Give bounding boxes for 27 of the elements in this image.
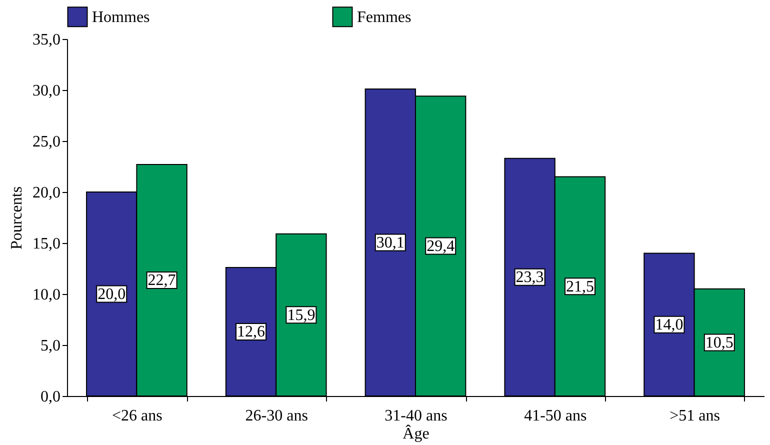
data-label: 12,6: [237, 324, 266, 341]
y-tick-label: 15,0: [32, 236, 60, 252]
data-label: 15,9: [287, 306, 316, 324]
data-label: 30,1: [376, 234, 404, 252]
y-tick-label: 30,0: [32, 82, 60, 100]
y-tick-label: 10,0: [32, 286, 60, 304]
x-tick-label: <26 ans: [112, 408, 162, 424]
data-label: 10,5: [705, 334, 734, 352]
y-tick-label: 20,0: [32, 184, 60, 202]
legend-label: Femmes: [357, 8, 412, 26]
data-label: 29,4: [426, 238, 455, 256]
y-tick-label: 35,0: [32, 32, 60, 48]
y-tick-label: 0,0: [40, 388, 60, 406]
legend-label: Hommes: [92, 8, 150, 26]
y-axis-title: Pourcents: [8, 186, 26, 250]
x-tick-label: 26-30 ans: [245, 408, 308, 424]
x-tick-label: >51 ans: [670, 408, 720, 424]
x-axis-title: Âge: [402, 424, 430, 442]
data-label: 22,7: [148, 272, 176, 290]
y-tick-label: 25,0: [32, 134, 60, 150]
data-label: 14,0: [655, 316, 684, 334]
data-label: 23,3: [516, 269, 544, 286]
y-tick-label: 5,0: [40, 338, 60, 354]
x-tick-label: 31-40 ans: [384, 408, 448, 424]
data-label: 21,5: [566, 278, 594, 296]
data-label: 20,0: [98, 286, 126, 303]
x-tick-label: 41-50 ans: [524, 408, 587, 424]
